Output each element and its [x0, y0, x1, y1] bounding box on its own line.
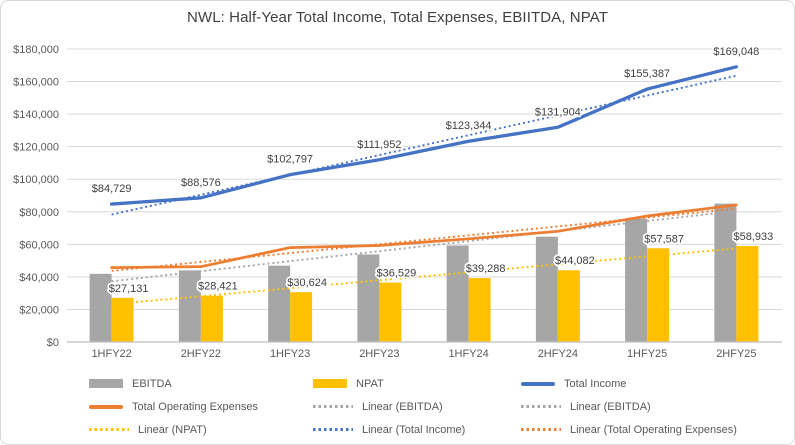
legend-label: Linear (EBITDA) [570, 400, 651, 413]
npat-data-label: $39,288 [466, 263, 506, 275]
y-axis-tick-label: $120,000 [13, 142, 59, 154]
linear-total-operating-expenses--trendline [111, 207, 737, 272]
ebitda-bar [357, 254, 380, 342]
legend-item-npat: NPAT [313, 378, 521, 390]
total-income-data-label: $131,904 [535, 106, 581, 118]
legend-dotted-swatch-icon [89, 428, 129, 431]
linear-npat--trendline [111, 247, 737, 306]
legend-line-swatch-icon [89, 404, 123, 409]
legend-item-total-operating-expenses: Total Operating Expenses [89, 401, 313, 413]
x-axis-category-label: 1HFY22 [91, 348, 131, 360]
x-axis-category-label: 1HFY23 [270, 348, 310, 360]
y-axis-tick-label: $0 [47, 337, 59, 349]
npat-bar [200, 295, 223, 342]
legend-label: Linear (Total Income) [362, 423, 466, 436]
ebitda-bar [178, 270, 201, 342]
ebitda-bar [446, 245, 469, 342]
legend-bar-swatch-icon [89, 379, 123, 388]
legend-dotted-swatch-icon [521, 428, 561, 431]
x-axis-category-label: 2HFY23 [359, 348, 399, 360]
legend: EBITDA NPAT Total Income Total Operating Ex… [89, 372, 770, 441]
total-income-data-label: $123,344 [446, 120, 492, 132]
legend-item-linear-total-income-: Linear (Total Income) [313, 424, 521, 436]
legend-bar-swatch-icon [313, 379, 347, 388]
npat-data-label: $44,082 [555, 255, 595, 267]
legend-label: Total Income [564, 377, 627, 390]
legend-item-linear-ebitda-: Linear (EBITDA) [521, 401, 770, 413]
npat-data-label: $58,933 [733, 231, 773, 243]
y-axis-tick-label: $80,000 [19, 207, 59, 219]
ebitda-bar [625, 218, 648, 342]
npat-bar [290, 292, 313, 342]
y-axis-tick-label: $140,000 [13, 109, 59, 121]
ebitda-bar [535, 236, 558, 342]
y-axis-tick-label: $40,000 [19, 272, 59, 284]
total-income-data-label: $111,952 [357, 139, 401, 151]
legend-label: Linear (Total Operating Expenses) [570, 423, 737, 436]
y-axis-tick-label: $100,000 [13, 174, 59, 186]
x-axis-category-label: 2HFY25 [716, 348, 756, 360]
npat-bar [468, 278, 491, 342]
ebitda-bar [268, 265, 291, 342]
total-income-data-label: $169,048 [713, 46, 759, 58]
total-operating-expenses-line [110, 203, 738, 269]
total-income-data-label: $155,387 [624, 68, 670, 80]
legend-label: Linear (NPAT) [138, 423, 207, 436]
total-income-data-label: $84,729 [92, 183, 132, 195]
legend-item-total-income: Total Income [521, 378, 770, 390]
npat-bar [111, 297, 134, 342]
ebitda-bar [89, 273, 112, 342]
y-axis-tick-label: $180,000 [13, 44, 59, 56]
npat-data-label: $57,587 [644, 233, 684, 245]
linear-total-income--trendline [111, 74, 737, 216]
total-income-data-label: $88,576 [181, 177, 221, 189]
linear-ebitda--trendline [111, 210, 737, 283]
legend-label: Total Operating Expenses [132, 400, 258, 413]
npat-data-label: $28,421 [198, 281, 238, 293]
npat-bar [379, 282, 402, 342]
total-income-line [109, 65, 739, 206]
legend-label: EBITDA [132, 377, 172, 390]
npat-bar [647, 248, 670, 342]
chart-title: NWL: Half-Year Total Income, Total Expen… [187, 9, 608, 26]
x-axis-category-label: 2HFY22 [181, 348, 221, 360]
legend-label: Linear (EBITDA) [362, 400, 443, 413]
y-axis-tick-label: $60,000 [19, 239, 59, 251]
legend-dotted-swatch-icon [313, 405, 353, 408]
x-axis-category-label: 2HFY24 [538, 348, 578, 360]
npat-data-label: $36,529 [376, 268, 416, 280]
ebitda-bar [714, 203, 737, 342]
npat-bar [736, 246, 759, 342]
legend-item-linear-ebitda-: Linear (EBITDA) [313, 401, 521, 413]
total-income-data-label: $102,797 [267, 154, 313, 166]
legend-item-linear-total-operating-expenses-: Linear (Total Operating Expenses) [521, 424, 770, 436]
legend-dotted-swatch-icon [521, 405, 561, 408]
y-axis-tick-label: $160,000 [13, 77, 59, 89]
legend-line-swatch-icon [521, 381, 555, 386]
y-axis-tick-label: $20,000 [19, 304, 59, 316]
x-axis-category-label: 1HFY25 [627, 348, 667, 360]
legend-item-ebitda: EBITDA [89, 378, 313, 390]
npat-bar [557, 270, 580, 342]
npat-data-label: $30,624 [287, 277, 327, 289]
x-axis-category-label: 1HFY24 [448, 348, 488, 360]
legend-dotted-swatch-icon [313, 428, 353, 431]
legend-item-linear-npat-: Linear (NPAT) [89, 424, 313, 436]
npat-data-label: $27,131 [109, 283, 149, 295]
legend-label: NPAT [356, 377, 384, 390]
